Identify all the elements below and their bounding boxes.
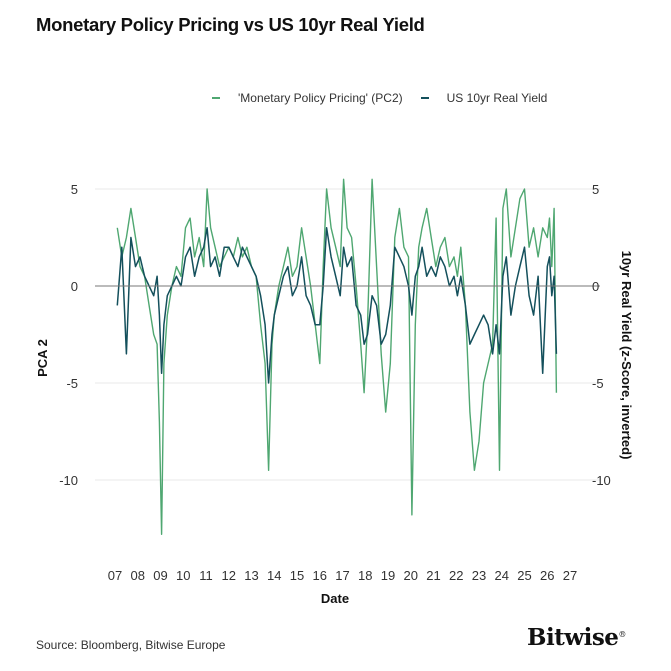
legend-swatch-real-yield [420, 97, 429, 99]
y-tick-label-3: -10 [59, 473, 78, 488]
legend-label-real-yield: US 10yr Real Yield [446, 91, 548, 105]
brand-trademark: ® [618, 630, 626, 639]
brand-logo: Bitwise® [527, 624, 626, 651]
x-tick-label-16: 23 [472, 568, 486, 583]
x-tick-label-9: 16 [313, 568, 327, 583]
y2-tick-label-1: 0 [592, 279, 599, 294]
y-tick-label-1: 0 [71, 279, 78, 294]
x-tick-label-20: 27 [563, 568, 577, 583]
legend: 'Monetary Policy Pricing' (PC2) US 10yr … [212, 91, 565, 105]
series-line-real-yield [116, 227, 558, 384]
x-tick-label-19: 26 [540, 568, 554, 583]
y-tick-label-2: -5 [66, 376, 78, 391]
x-tick-label-8: 15 [290, 568, 304, 583]
x-tick-label-4: 11 [199, 568, 213, 583]
legend-item-real-yield: US 10yr Real Yield [420, 91, 548, 105]
x-tick-label-11: 18 [358, 568, 372, 583]
x-tick-label-6: 13 [244, 568, 258, 583]
brand-name: Bitwise [527, 624, 619, 651]
x-tick-label-15: 22 [449, 568, 463, 583]
legend-swatch-pc2 [212, 97, 220, 99]
x-tick-label-2: 09 [153, 568, 167, 583]
x-tick-label-0: 07 [108, 568, 122, 583]
y-axis-label: PCA 2 [35, 339, 50, 377]
x-tick-label-1: 08 [131, 568, 145, 583]
x-tick-label-7: 14 [267, 568, 281, 583]
legend-label-pc2: 'Monetary Policy Pricing' (PC2) [238, 91, 403, 105]
x-tick-label-18: 25 [517, 568, 531, 583]
x-tick-label-17: 24 [495, 568, 509, 583]
x-tick-label-10: 17 [335, 568, 349, 583]
x-tick-label-3: 10 [176, 568, 190, 583]
y-tick-label-0: 5 [71, 182, 78, 197]
chart-title: Monetary Policy Pricing vs US 10yr Real … [36, 14, 425, 35]
y2-tick-label-2: -5 [592, 376, 604, 391]
x-tick-label-12: 19 [381, 568, 395, 583]
source-note: Source: Bloomberg, Bitwise Europe [36, 638, 226, 652]
x-tick-label-5: 12 [222, 568, 236, 583]
series-lines [116, 178, 558, 535]
series-line-pc2 [116, 178, 558, 535]
legend-item-pc2: 'Monetary Policy Pricing' (PC2) [212, 91, 403, 105]
grid-lines [95, 188, 600, 481]
x-tick-label-13: 20 [404, 568, 418, 583]
x-axis-label: Date [321, 591, 349, 606]
tick-labels: 5 0 -5 -10 5 0 -5 -10 07 08 09 10 11 12 13 14 15 16 17 18 19… [59, 182, 611, 583]
y2-tick-label-0: 5 [592, 182, 599, 197]
y2-tick-label-3: -10 [592, 473, 611, 488]
y2-axis-label: 10yr Real Yield (z-Score, inverted) [619, 251, 634, 460]
x-tick-label-14: 21 [426, 568, 440, 583]
